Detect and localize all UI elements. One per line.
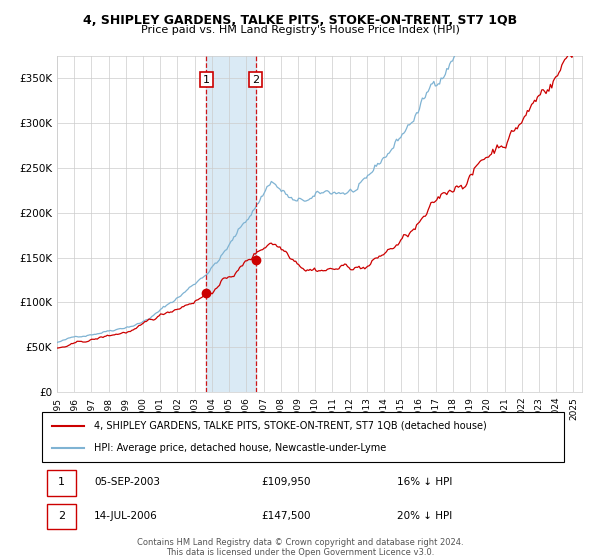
Text: 2: 2 [252, 74, 259, 85]
FancyBboxPatch shape [47, 470, 76, 496]
Text: 1: 1 [203, 74, 210, 85]
FancyBboxPatch shape [42, 412, 564, 462]
Text: 05-SEP-2003: 05-SEP-2003 [94, 477, 160, 487]
Text: 1: 1 [58, 477, 65, 487]
Text: 4, SHIPLEY GARDENS, TALKE PITS, STOKE-ON-TRENT, ST7 1QB: 4, SHIPLEY GARDENS, TALKE PITS, STOKE-ON… [83, 14, 517, 27]
Text: HPI: Average price, detached house, Newcastle-under-Lyme: HPI: Average price, detached house, Newc… [94, 443, 386, 453]
Text: 16% ↓ HPI: 16% ↓ HPI [397, 477, 452, 487]
Text: £109,950: £109,950 [261, 477, 311, 487]
Text: £147,500: £147,500 [261, 511, 311, 521]
Text: Contains HM Land Registry data © Crown copyright and database right 2024.
This d: Contains HM Land Registry data © Crown c… [137, 538, 463, 557]
Text: 4, SHIPLEY GARDENS, TALKE PITS, STOKE-ON-TRENT, ST7 1QB (detached house): 4, SHIPLEY GARDENS, TALKE PITS, STOKE-ON… [94, 421, 487, 431]
FancyBboxPatch shape [47, 504, 76, 529]
Text: 2: 2 [58, 511, 65, 521]
Text: Price paid vs. HM Land Registry's House Price Index (HPI): Price paid vs. HM Land Registry's House … [140, 25, 460, 35]
Text: 20% ↓ HPI: 20% ↓ HPI [397, 511, 452, 521]
Text: 14-JUL-2006: 14-JUL-2006 [94, 511, 158, 521]
Bar [206, 56, 256, 392]
